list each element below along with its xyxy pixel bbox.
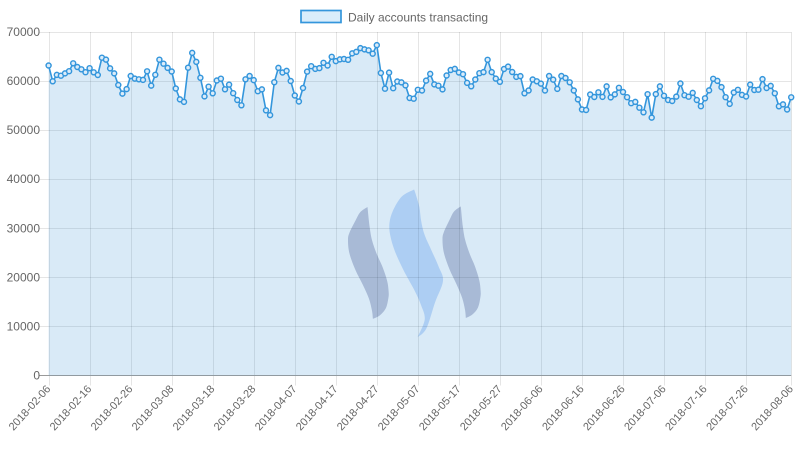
svg-text:50000: 50000 [7, 123, 41, 137]
svg-text:40000: 40000 [7, 172, 41, 186]
svg-text:20000: 20000 [7, 270, 41, 284]
svg-text:10000: 10000 [7, 319, 41, 333]
svg-text:30000: 30000 [7, 221, 41, 235]
svg-text:70000: 70000 [7, 25, 41, 39]
svg-text:Daily accounts transacting: Daily accounts transacting [348, 11, 488, 25]
svg-text:60000: 60000 [7, 74, 41, 88]
svg-text:0: 0 [33, 369, 40, 383]
